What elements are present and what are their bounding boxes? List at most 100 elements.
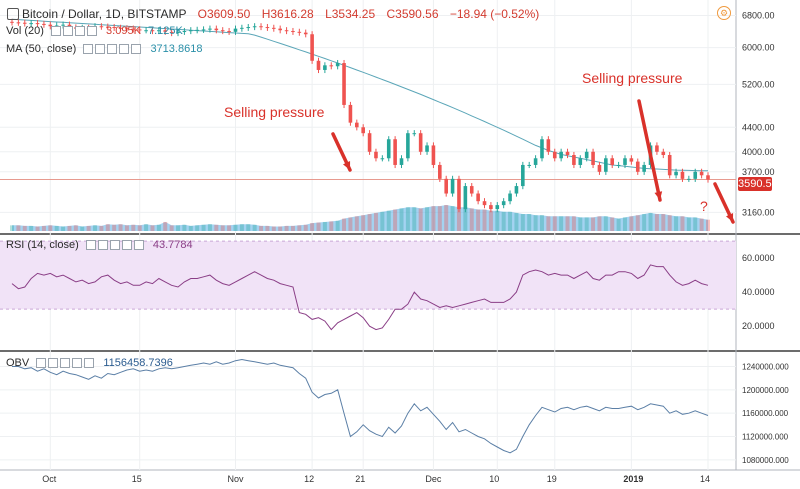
- candle-body: [463, 186, 468, 210]
- candle-body: [188, 30, 193, 32]
- current-price-label: 3590.56: [738, 177, 778, 191]
- volume-bar: [354, 216, 359, 231]
- ma-value: 3713.8618: [150, 43, 203, 55]
- x-tick-label: 21: [355, 474, 365, 484]
- candle-body: [54, 25, 59, 27]
- volume-bar: [508, 211, 513, 231]
- candle-body: [150, 30, 155, 32]
- candle-body: [540, 139, 544, 159]
- volume-bar: [118, 224, 123, 231]
- x-tick-label: 19: [547, 474, 557, 484]
- volume-bar: [131, 224, 136, 231]
- volume-bar: [316, 222, 321, 231]
- candle-body: [265, 27, 270, 29]
- symbol-icon: [7, 8, 19, 20]
- volume-bar: [284, 225, 289, 231]
- candle-body: [233, 28, 238, 32]
- ma-controls[interactable]: [83, 43, 143, 55]
- volume-bar: [29, 225, 34, 231]
- volume-bar: [10, 225, 14, 231]
- candle-body: [559, 151, 563, 159]
- candle-body: [476, 193, 480, 202]
- volume-bar: [661, 214, 666, 231]
- volume-bar: [105, 224, 110, 231]
- volume-bar: [654, 214, 659, 231]
- candle-body: [61, 24, 65, 26]
- candle-body: [329, 65, 334, 67]
- obv-label: OBV: [6, 357, 30, 369]
- down-arrow-icon-head: [654, 191, 663, 200]
- volume-bar: [303, 224, 308, 231]
- candle-body: [572, 155, 576, 165]
- volume-bar: [635, 215, 640, 231]
- candle-body: [399, 158, 404, 165]
- candle-body: [699, 171, 704, 176]
- volume-bar: [137, 225, 142, 231]
- volume-bar: [99, 225, 104, 231]
- open-value: O3609.50: [197, 7, 251, 21]
- candle-body: [271, 27, 276, 29]
- close-value: C3590.56: [386, 7, 439, 21]
- candle-body: [16, 22, 21, 24]
- volume-bar: [418, 208, 423, 231]
- volume-bar: [686, 217, 691, 231]
- rsi-controls[interactable]: [85, 239, 146, 251]
- rsi-legend: RSI (14, close) 43.7784: [6, 239, 193, 251]
- main-legend: Bitcoin / Dollar, 1D, BITSTAMP O3609.50 …: [22, 7, 539, 21]
- volume-bar: [469, 208, 474, 231]
- volume-bar: [533, 215, 538, 231]
- candle-body: [291, 31, 295, 33]
- volume-bar: [393, 209, 398, 231]
- volume-bar: [73, 225, 78, 231]
- y-tick-label: 4000.00: [742, 147, 775, 157]
- volume-label: Vol (20): [6, 25, 44, 37]
- volume-bar: [220, 225, 225, 231]
- candle-body: [208, 28, 212, 30]
- volume-bar: [335, 220, 340, 231]
- volume-bar: [578, 217, 583, 231]
- candle-body: [163, 30, 168, 32]
- candle-body: [552, 151, 557, 159]
- gear-icon[interactable]: ⚙: [717, 6, 731, 20]
- volume-bar: [405, 207, 410, 231]
- volume-bar: [616, 218, 621, 231]
- volume-bar: [514, 212, 519, 231]
- volume-bar: [259, 225, 264, 231]
- volume-value-1: 3.095K: [106, 25, 141, 37]
- candle-body: [259, 26, 263, 28]
- volume-bar: [67, 225, 72, 231]
- candle-body: [393, 139, 397, 165]
- volume-bar: [201, 224, 206, 231]
- volume-bar: [412, 207, 417, 231]
- volume-bar: [252, 224, 257, 231]
- candle-body: [240, 27, 244, 29]
- candle-body: [501, 201, 506, 206]
- candle-body: [367, 133, 372, 152]
- volume-bar: [207, 224, 212, 231]
- obv-tick-label: 1160000.000: [742, 409, 789, 418]
- volume-bar: [163, 221, 168, 231]
- volume-bar: [144, 224, 149, 231]
- x-tick-label: 14: [700, 474, 710, 484]
- volume-bar: [571, 216, 576, 231]
- volume-bar: [214, 224, 219, 231]
- volume-bar: [584, 217, 589, 231]
- candle-body: [297, 31, 302, 33]
- volume-bar: [680, 216, 685, 231]
- volume-bar: [520, 214, 525, 231]
- candle-body: [374, 151, 378, 159]
- obv-controls[interactable]: [36, 357, 96, 369]
- volume-controls[interactable]: [50, 25, 99, 37]
- volume-bar: [693, 217, 698, 231]
- down-arrow-icon-head: [342, 161, 351, 170]
- low-value: L3534.25: [325, 7, 376, 21]
- candle-body: [310, 34, 314, 61]
- volume-bar: [488, 210, 493, 231]
- volume-bar: [629, 216, 634, 231]
- volume-bar: [246, 224, 251, 231]
- y-tick-label: 6000.00: [742, 43, 775, 53]
- candle-body: [706, 175, 710, 180]
- candle-body: [642, 164, 646, 172]
